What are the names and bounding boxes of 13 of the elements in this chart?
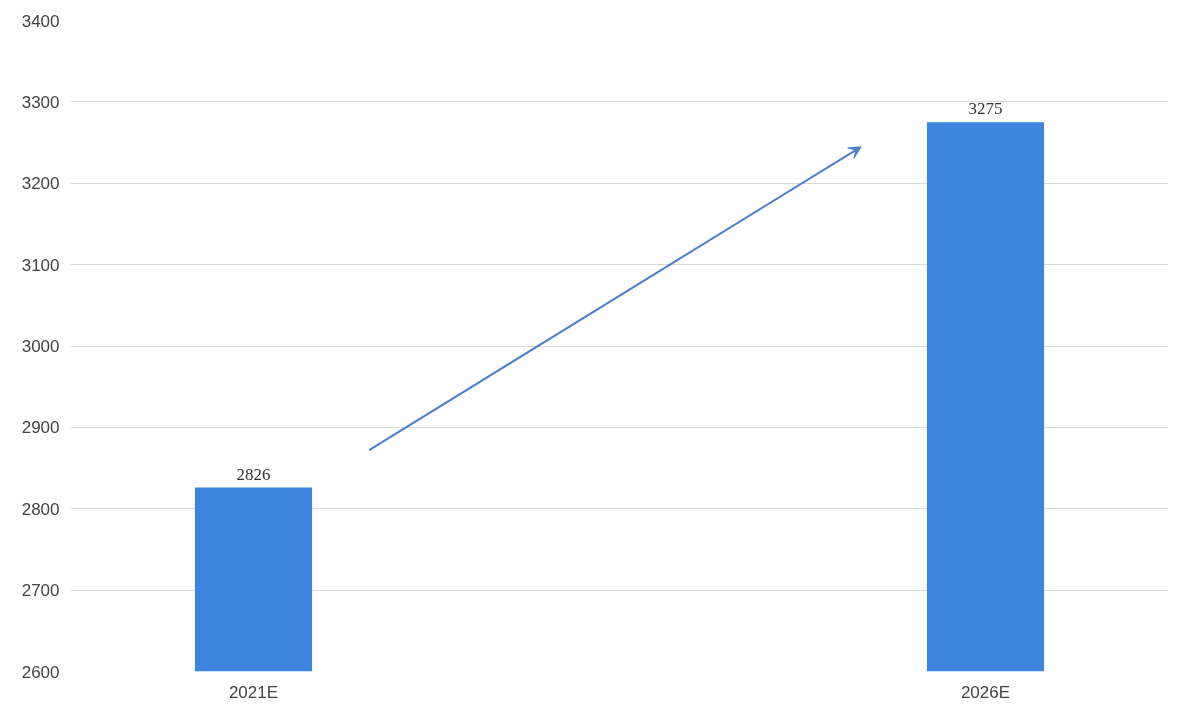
y-tick-label: 3400 xyxy=(21,11,60,31)
y-tick-label: 2700 xyxy=(21,581,60,601)
y-tick-label: 2800 xyxy=(21,499,60,519)
y-tick-label: 2900 xyxy=(21,418,60,438)
data-label: 2826 xyxy=(236,464,271,484)
y-tick-label: 3200 xyxy=(21,174,60,194)
y-tick-label: 2600 xyxy=(21,662,60,682)
y-tick-label: 3300 xyxy=(21,92,60,112)
x-tick-label: 2026E xyxy=(960,682,1011,702)
y-tick-label: 3000 xyxy=(21,337,60,356)
y-tick-label: 3100 xyxy=(21,255,60,275)
data-label: 3275 xyxy=(968,99,1003,119)
x-tick-label: 2021E xyxy=(228,682,279,702)
